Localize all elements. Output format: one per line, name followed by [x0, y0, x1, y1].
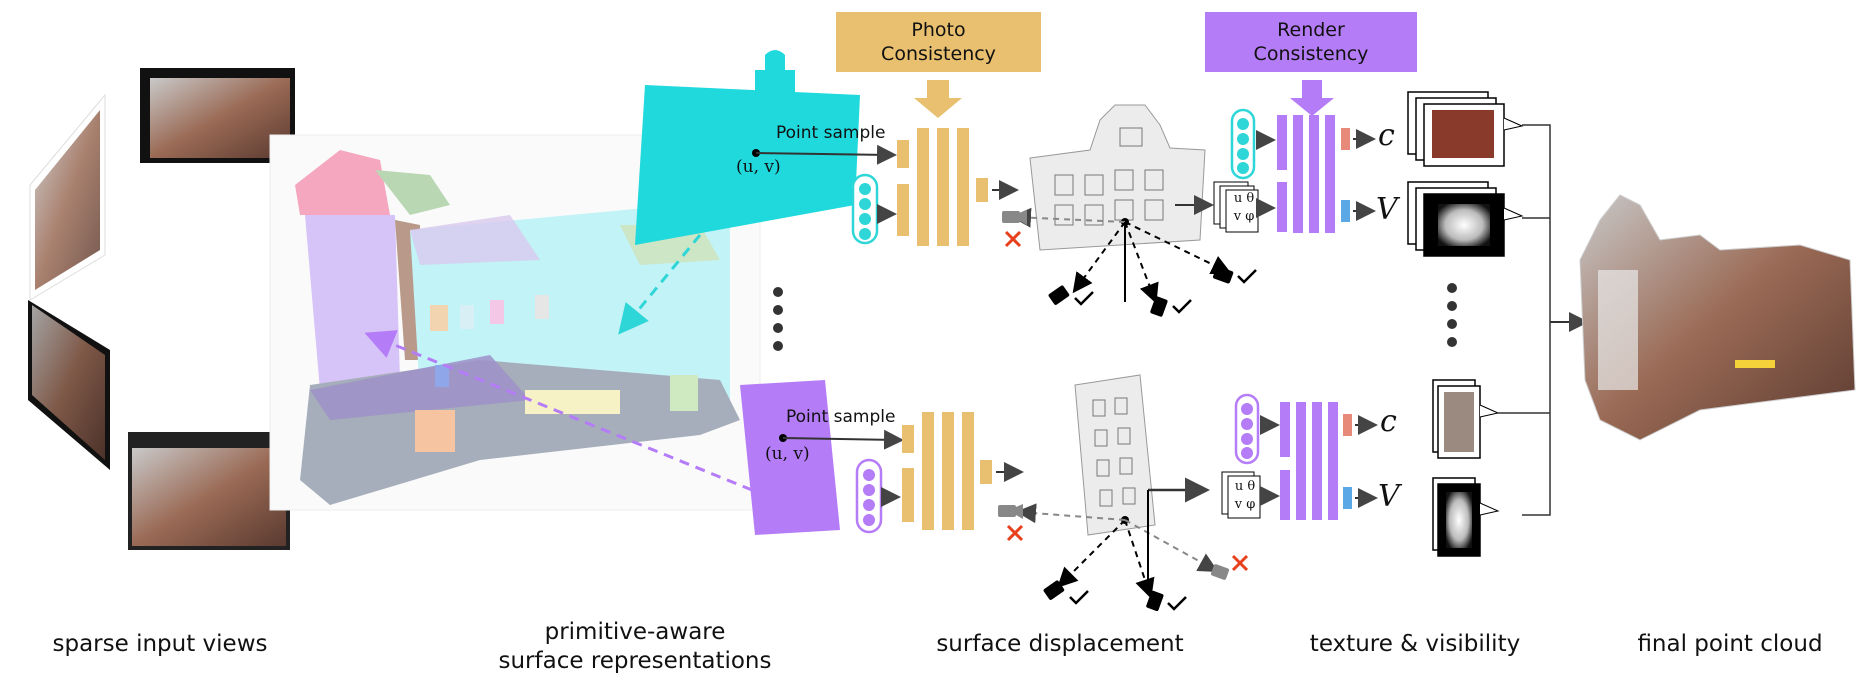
point-sample-label-top: Point sample	[776, 123, 886, 143]
render-network-top	[1175, 80, 1376, 233]
purple-dashed-arrow	[364, 330, 753, 492]
cross-icon	[1231, 554, 1249, 572]
camera-icon	[1043, 580, 1065, 600]
param-phi: φ	[1245, 209, 1255, 224]
output-v-bottom: V	[1378, 479, 1400, 514]
check-icon	[1172, 299, 1192, 314]
check-icon	[1167, 596, 1187, 611]
camera-icon	[1212, 266, 1234, 284]
output-c-top: c	[1378, 118, 1395, 153]
top-network	[851, 80, 1019, 246]
param-v: v	[1234, 497, 1243, 512]
param-values-bottom: u θ v φ	[1230, 478, 1260, 514]
render-consistency-line2: Consistency	[1253, 43, 1369, 65]
photo-consistency-line2: Consistency	[881, 43, 996, 65]
param-card-top	[1225, 189, 1259, 233]
final-point-cloud	[1579, 194, 1856, 441]
render-network-bottom	[1221, 393, 1378, 520]
param-u: u	[1233, 191, 1243, 206]
displaced-surface-top	[1011, 104, 1232, 304]
camera-icon	[1210, 564, 1230, 580]
caption-input-views: sparse input views	[52, 631, 268, 657]
camera-icon	[1002, 210, 1027, 225]
camera-icon	[998, 504, 1023, 519]
primitive-surfaces	[269, 50, 860, 535]
purple-primitive	[740, 380, 840, 535]
param-values-top: u θ v φ	[1228, 190, 1260, 226]
ellipsis-icon	[1447, 283, 1457, 347]
caption-displacement: surface displacement	[936, 631, 1184, 657]
param-theta: θ	[1247, 479, 1256, 494]
param-u: u	[1234, 479, 1244, 494]
caption-texture-visibility: texture & visibility	[1309, 631, 1521, 657]
cross-icon	[1004, 230, 1022, 248]
param-theta: θ	[1246, 191, 1255, 206]
cross-icon	[1006, 524, 1024, 542]
render-consistency-arrow	[1290, 80, 1334, 116]
point-sample-bottom	[779, 429, 904, 450]
param-v: v	[1233, 209, 1242, 224]
check-icon	[1237, 269, 1257, 284]
camera-icon	[1048, 285, 1070, 305]
displaced-surface-bottom	[1016, 374, 1219, 599]
caption-primitives: primitive-aware surface representations	[490, 618, 780, 676]
photo-consistency-arrow	[914, 80, 962, 118]
uv-label-top: (u, v)	[736, 157, 781, 177]
output-v-top: V	[1376, 192, 1398, 227]
bottom-network	[855, 412, 1024, 534]
input-views	[28, 68, 295, 550]
param-card-bottom	[1227, 475, 1261, 519]
camera-icon	[1146, 590, 1164, 612]
check-icon	[1074, 291, 1094, 306]
texture-outputs	[1407, 91, 1589, 557]
check-icon	[1069, 590, 1089, 605]
caption-final-point-cloud: final point cloud	[1637, 631, 1823, 657]
photo-consistency-box: Photo Consistency	[836, 12, 1041, 72]
render-consistency-box: Render Consistency	[1205, 12, 1417, 72]
point-sample-top	[752, 144, 897, 165]
point-sample-label-bottom: Point sample	[786, 407, 896, 427]
photo-consistency-line1: Photo	[911, 19, 966, 41]
cyan-dashed-arrow	[618, 234, 702, 335]
uv-label-bottom: (u, v)	[765, 444, 810, 464]
camera-icon	[1150, 296, 1168, 317]
caption-primitives-line1: primitive-aware	[544, 619, 726, 645]
output-c-bottom: c	[1380, 404, 1397, 439]
render-consistency-line1: Render	[1277, 19, 1345, 41]
param-phi: φ	[1246, 497, 1256, 512]
cyan-primitive	[635, 85, 860, 245]
ellipsis-icon	[773, 287, 783, 351]
caption-primitives-line2: surface representations	[498, 648, 772, 674]
